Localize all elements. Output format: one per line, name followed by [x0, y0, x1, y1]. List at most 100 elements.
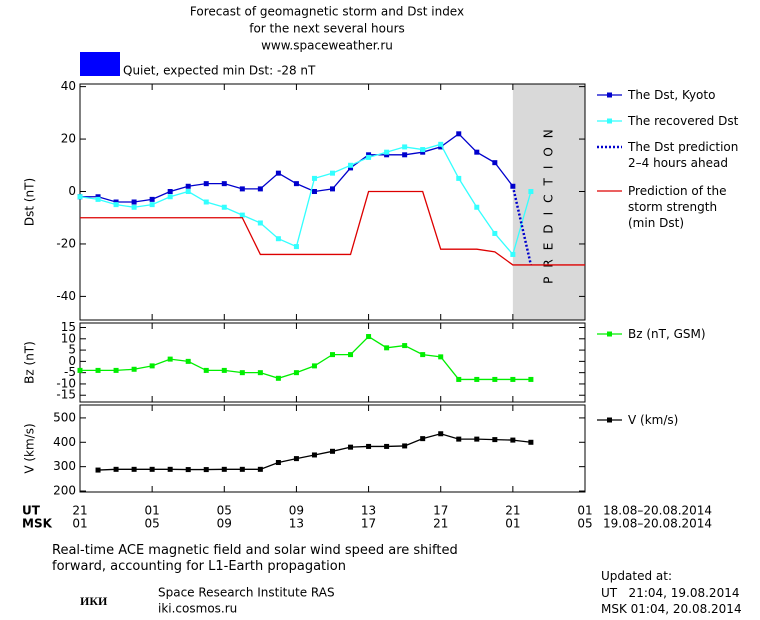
data-point: [330, 170, 335, 176]
data-point: [167, 466, 173, 472]
institute: Space Research Institute RAS: [158, 586, 335, 600]
data-point: [311, 189, 317, 195]
data-point: [257, 466, 263, 472]
data-point: [185, 183, 191, 189]
data-point: [474, 149, 480, 155]
x-tick-label: 09: [217, 517, 232, 531]
data-point: [221, 181, 227, 187]
data-point: [348, 165, 354, 171]
data-point: [131, 199, 137, 205]
series-line: [511, 185, 533, 266]
x-tick-label: 01: [577, 504, 592, 518]
series-line: [80, 190, 585, 266]
y-tick-label: 200: [53, 484, 76, 498]
data-point: [528, 376, 534, 382]
ut-label: UT: [22, 504, 41, 518]
status-text: Quiet, expected min Dst: -28 nT: [123, 64, 316, 78]
data-point: [330, 186, 335, 192]
x-tick-label: 13: [289, 517, 304, 531]
data-point: [293, 181, 299, 187]
y-tick-label: -20: [56, 236, 76, 250]
data-point: [275, 460, 281, 466]
data-point: [221, 204, 227, 210]
updated-ut: UT 21:04, 19.08.2014: [601, 586, 740, 600]
data-point: [113, 202, 119, 208]
data-point: [131, 204, 137, 210]
x-tick-label: 01: [72, 517, 87, 531]
y-tick-label: 10: [61, 331, 76, 345]
msk-range: 19.08–20.08.2014: [603, 517, 712, 531]
x-tick-label: 01: [505, 517, 520, 531]
data-point: [239, 186, 245, 192]
plot-frame: [79, 83, 586, 321]
data-point: [402, 343, 408, 349]
data-point: [528, 189, 534, 195]
site-url: www.spaceweather.ru: [261, 39, 393, 53]
legend-label: Prediction of the storm strength (min Ds…: [628, 184, 727, 230]
data-point: [167, 194, 173, 200]
chart-title: Forecast of geomagnetic storm and Dst in…: [190, 5, 464, 19]
prediction-zone: [512, 84, 585, 320]
data-point: [95, 367, 101, 373]
data-point: [384, 345, 390, 351]
data-point: [113, 466, 119, 472]
data-point: [438, 354, 444, 360]
series-line: [80, 132, 514, 203]
data-point: [528, 439, 534, 445]
x-tick-label: 17: [361, 517, 376, 531]
data-point: [456, 376, 462, 382]
data-point: [420, 436, 426, 442]
x-tick-label: 13: [361, 504, 376, 518]
data-point: [185, 189, 191, 195]
x-tick-label: 21: [433, 517, 448, 531]
data-point: [510, 251, 516, 257]
data-point: [293, 244, 299, 250]
data-point: [95, 194, 101, 200]
data-point: [366, 152, 372, 158]
data-point: [275, 236, 281, 242]
data-point: [167, 356, 173, 362]
x-tick-label: 05: [217, 504, 232, 518]
y-tick-label: 20: [61, 132, 76, 146]
legend-marker: [607, 118, 612, 124]
plot-frame: [79, 404, 586, 493]
msk-label: MSK: [22, 517, 53, 531]
x-tick-label: 09: [289, 504, 304, 518]
data-point: [293, 456, 299, 462]
legend-label: V (km/s): [628, 413, 679, 427]
data-point: [221, 367, 227, 373]
data-point: [330, 448, 335, 454]
legend-label: Bz (nT, GSM): [628, 327, 706, 341]
x-tick-label: 17: [433, 504, 448, 518]
data-point: [402, 152, 408, 158]
y-axis-label: V (km/s): [23, 423, 37, 473]
legend-marker: [607, 92, 612, 98]
data-point: [474, 204, 480, 210]
ut-range: 18.08–20.08.2014: [603, 504, 712, 518]
data-point: [456, 131, 462, 137]
data-point: [420, 352, 426, 358]
data-point: [203, 367, 209, 373]
data-point: [402, 443, 408, 449]
legend-label: The Dst prediction 2–4 hours ahead: [628, 140, 739, 170]
data-point: [348, 444, 354, 450]
y-axis-label: Dst (nT): [23, 178, 37, 226]
site: iki.cosmos.ru: [158, 602, 237, 616]
data-point: [366, 443, 372, 449]
data-point: [456, 436, 462, 442]
prediction-label: PREDICTION: [541, 120, 555, 284]
data-point: [384, 149, 390, 155]
y-tick-label: 400: [53, 435, 76, 449]
data-point: [420, 149, 426, 155]
data-point: [474, 376, 480, 382]
data-point: [113, 199, 119, 205]
footer-note: Real-time ACE magnetic field and solar w…: [52, 543, 458, 574]
logo: ИКИ: [80, 594, 108, 608]
data-point: [149, 196, 155, 202]
y-tick-label: 0: [68, 184, 76, 198]
legend-label: The recovered Dst: [628, 114, 739, 128]
data-point: [221, 466, 227, 472]
data-point: [275, 170, 281, 176]
